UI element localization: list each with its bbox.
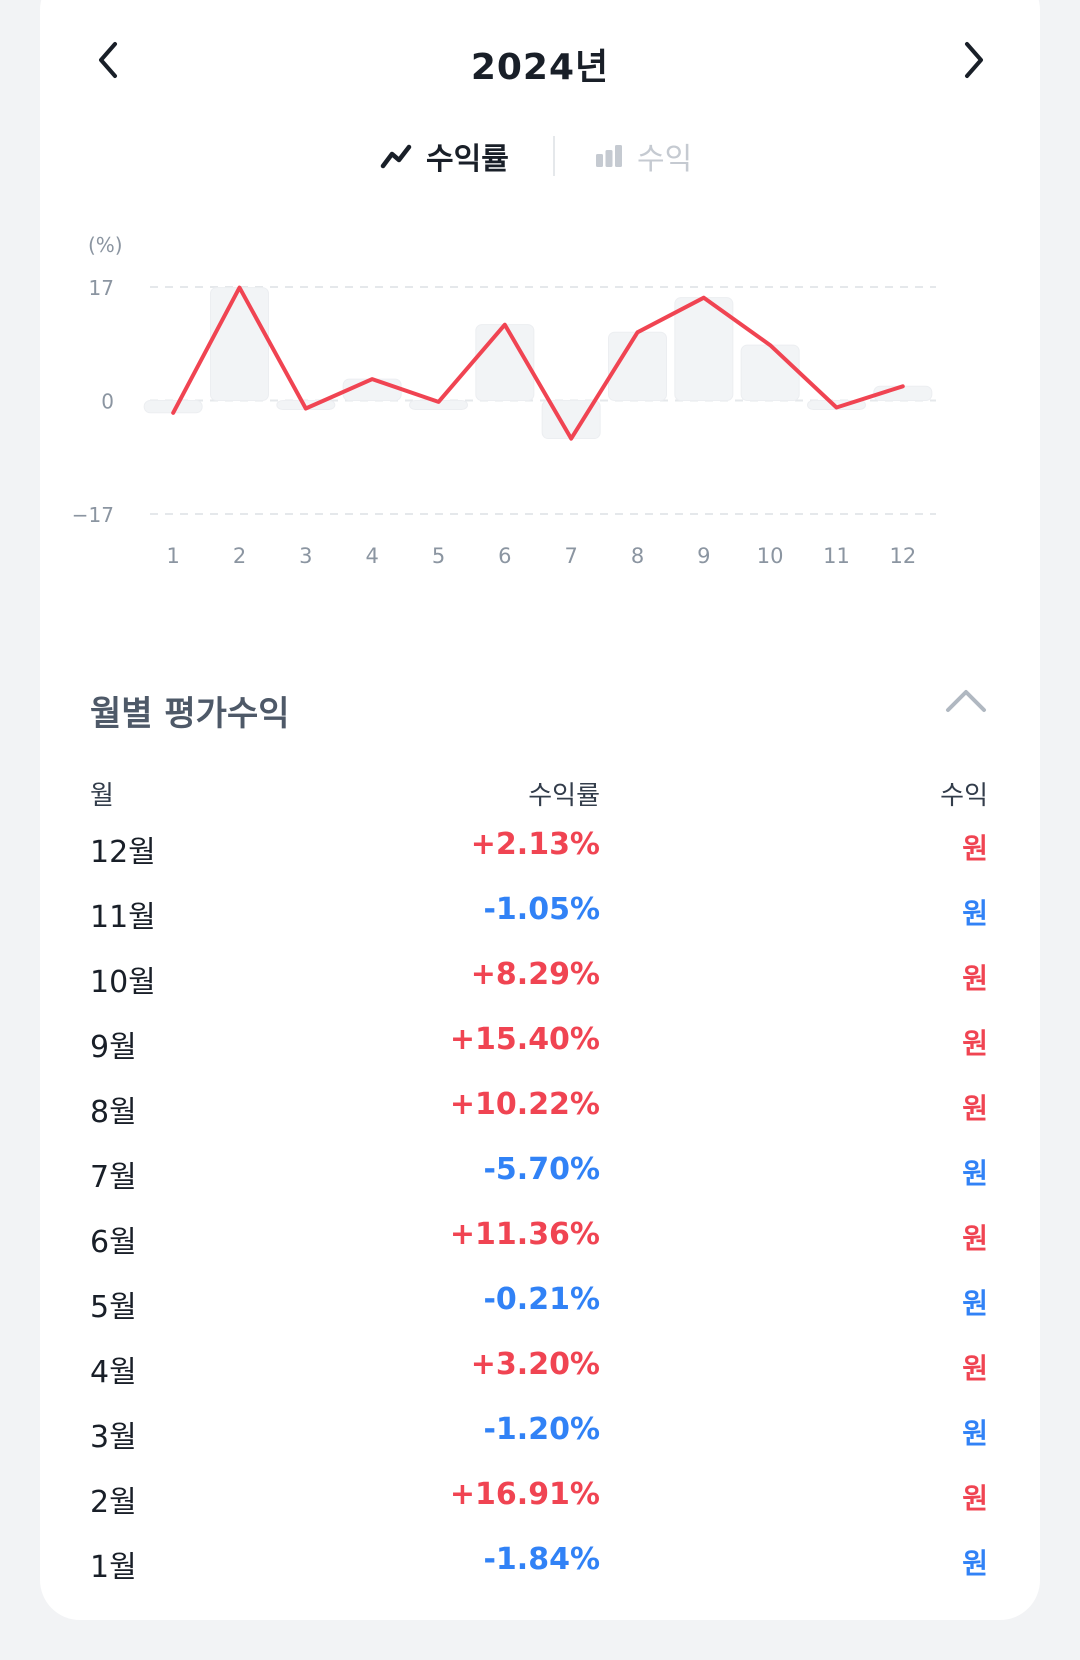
y-tick-label: −17 — [72, 503, 114, 527]
table-row[interactable]: 9월 +15.40% 원 — [0, 1010, 1080, 1075]
table-row[interactable]: 8월 +10.22% 원 — [0, 1075, 1080, 1140]
row-month: 11월 — [90, 900, 156, 935]
profit-mode-option[interactable]: 수익 — [595, 134, 692, 178]
row-month: 9월 — [90, 1030, 137, 1065]
row-profit: 원 — [962, 897, 988, 930]
column-header-rate: 수익률 — [528, 781, 600, 811]
row-rate: +16.91% — [449, 1477, 600, 1512]
chevron-up-icon — [946, 690, 986, 712]
year-navigator: 2024년 — [0, 30, 1080, 120]
x-tick-label: 5 — [432, 544, 445, 568]
y-tick-label: 17 — [89, 276, 114, 300]
row-month: 6월 — [90, 1225, 137, 1260]
x-tick-label: 11 — [823, 544, 850, 568]
x-tick-label: 3 — [299, 544, 312, 568]
row-profit: 원 — [962, 1222, 988, 1255]
chart-mode-toggle: 수익률 수익 — [0, 128, 1080, 188]
row-month: 12월 — [90, 835, 156, 870]
x-tick-label: 9 — [697, 544, 710, 568]
row-rate: +8.29% — [470, 957, 600, 992]
x-tick-label: 12 — [889, 544, 916, 568]
table-row[interactable]: 7월 -5.70% 원 — [0, 1140, 1080, 1205]
row-rate: +11.36% — [449, 1217, 600, 1252]
x-tick-label: 2 — [233, 544, 246, 568]
row-profit: 원 — [962, 1417, 988, 1450]
row-rate: +15.40% — [449, 1022, 600, 1057]
row-month: 8월 — [90, 1095, 137, 1130]
yearly-returns-card — [40, 0, 1040, 1620]
column-header-profit: 수익 — [940, 781, 988, 811]
row-rate: +2.13% — [470, 827, 600, 862]
row-profit: 원 — [962, 1352, 988, 1385]
table-row[interactable]: 4월 +3.20% 원 — [0, 1335, 1080, 1400]
row-rate: -1.20% — [483, 1412, 600, 1447]
prev-year-button[interactable] — [78, 30, 138, 90]
row-month: 4월 — [90, 1355, 137, 1390]
section-title: 월별 평가수익 — [90, 694, 290, 734]
row-month: 2월 — [90, 1485, 137, 1520]
toggle-divider — [553, 136, 555, 176]
row-month: 3월 — [90, 1420, 137, 1455]
next-year-button[interactable] — [944, 30, 1004, 90]
row-profit: 원 — [962, 1547, 988, 1580]
table-row[interactable]: 2월 +16.91% 원 — [0, 1465, 1080, 1530]
table-row[interactable]: 6월 +11.36% 원 — [0, 1205, 1080, 1270]
table-row[interactable]: 3월 -1.20% 원 — [0, 1400, 1080, 1465]
row-month: 7월 — [90, 1160, 137, 1195]
row-month: 10월 — [90, 965, 156, 1000]
chevron-left-icon — [99, 42, 117, 78]
x-tick-label: 7 — [564, 544, 577, 568]
monthly-return-chart: 170−17(%)1 2 3 4 5 6 7 8 9 10 11 12 — [72, 233, 936, 568]
row-rate: +10.22% — [449, 1087, 600, 1122]
table-row[interactable]: 11월 -1.05% 원 — [0, 880, 1080, 945]
bar-chart-icon — [596, 145, 622, 167]
month-bar — [210, 287, 269, 401]
row-profit: 원 — [962, 1092, 988, 1125]
monthly-returns-table: 12월 +2.13% 원 11월 -1.05% 원 10월 +8.29% 원 9월 +15.40% 원… — [0, 815, 1080, 1595]
x-tick-label: 4 — [365, 544, 378, 568]
row-profit: 원 — [962, 962, 988, 995]
month-bar — [740, 344, 800, 402]
collapse-button[interactable] — [936, 675, 996, 725]
row-profit: 원 — [962, 1482, 988, 1515]
row-rate: -5.70% — [483, 1152, 600, 1187]
column-header-month: 월 — [90, 781, 114, 811]
x-tick-label: 8 — [631, 544, 644, 568]
row-rate: -1.84% — [483, 1542, 600, 1577]
x-tick-label: 6 — [498, 544, 511, 568]
rate-mode-option[interactable]: 수익률 — [380, 134, 509, 178]
rate-mode-label: 수익률 — [426, 142, 509, 177]
x-tick-label: 1 — [166, 544, 179, 568]
row-rate: +3.20% — [470, 1347, 600, 1382]
row-profit: 원 — [962, 1157, 988, 1190]
row-profit: 원 — [962, 1027, 988, 1060]
row-month: 5월 — [90, 1290, 137, 1325]
row-month: 1월 — [90, 1550, 137, 1585]
table-row[interactable]: 12월 +2.13% 원 — [0, 815, 1080, 880]
profit-mode-label: 수익 — [637, 142, 693, 177]
row-rate: -0.21% — [483, 1282, 600, 1317]
table-row[interactable]: 5월 -0.21% 원 — [0, 1270, 1080, 1335]
y-axis-unit: (%) — [88, 233, 123, 257]
table-row[interactable]: 1월 -1.84% 원 — [0, 1530, 1080, 1595]
table-row[interactable]: 10월 +8.29% 원 — [0, 945, 1080, 1010]
return-rate-line — [171, 285, 905, 441]
year-title: 2024년 — [470, 47, 610, 88]
chevron-right-icon — [965, 42, 983, 78]
x-tick-label: 10 — [757, 544, 784, 568]
trend-line-icon — [380, 144, 412, 169]
row-profit: 원 — [962, 832, 988, 865]
y-tick-label: 0 — [101, 390, 114, 414]
row-profit: 원 — [962, 1287, 988, 1320]
row-rate: -1.05% — [483, 892, 600, 927]
